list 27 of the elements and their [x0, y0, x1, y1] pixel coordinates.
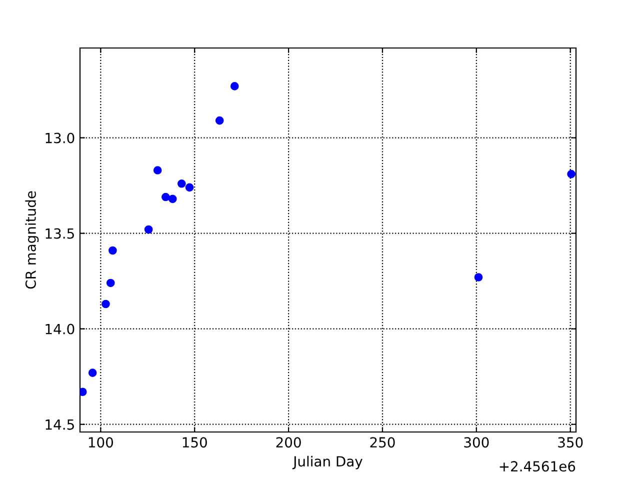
- y-tick-label: 14.0: [46, 324, 74, 334]
- point: [108, 246, 117, 255]
- x-tick-label: 150: [182, 437, 207, 448]
- point: [153, 166, 162, 174]
- x-tick-label: 100: [88, 437, 113, 448]
- point: [106, 278, 115, 288]
- point: [185, 183, 194, 192]
- x-tick-label: 350: [558, 437, 583, 448]
- y-tick-label: 14.5: [46, 420, 74, 430]
- point: [230, 82, 239, 90]
- point: [215, 116, 224, 125]
- point: [88, 368, 97, 377]
- x-tick-label: 200: [276, 437, 301, 448]
- x-tick-label: 250: [370, 437, 395, 448]
- y-tick-label: 13.0: [46, 132, 74, 144]
- y-axis-title: CR magnitude: [25, 191, 39, 289]
- x-axis-title: Julian Day: [292, 456, 362, 470]
- point: [177, 179, 186, 188]
- point: [144, 225, 153, 234]
- point: [168, 194, 177, 204]
- point: [474, 273, 483, 282]
- point: [162, 192, 170, 202]
- point: [567, 170, 576, 178]
- y-tick-label: 13.5: [46, 228, 74, 239]
- text: +2.4561e6: [500, 461, 576, 472]
- point: [102, 300, 110, 308]
- x-tick-label: 300: [464, 437, 489, 448]
